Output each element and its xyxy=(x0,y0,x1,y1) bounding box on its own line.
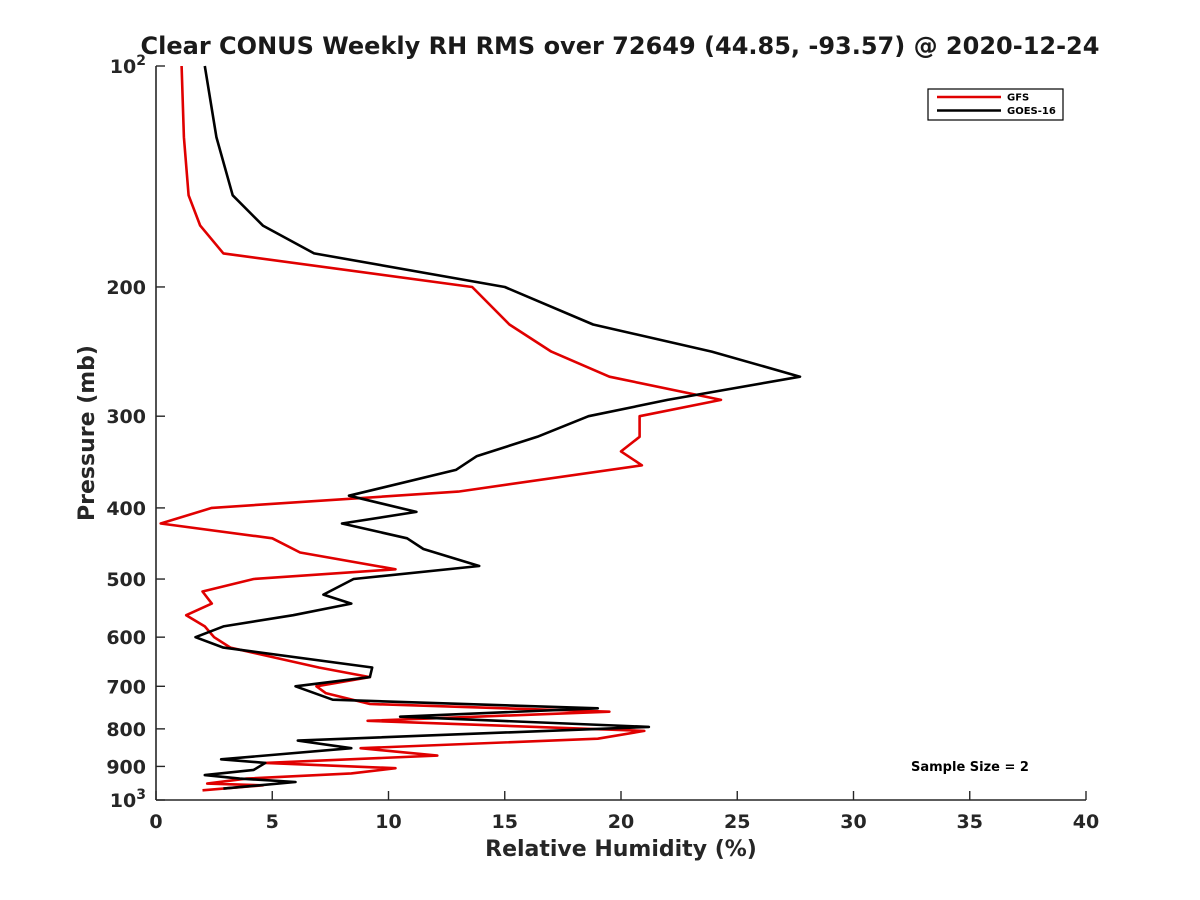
y-tick-label: 102 xyxy=(110,53,146,78)
y-tick-label: 900 xyxy=(106,756,146,778)
legend-box xyxy=(927,88,1064,121)
series-layer xyxy=(159,65,802,792)
y-axis-ticks: 102 200 300 400 500 600 700 800 900 103 xyxy=(106,53,165,812)
x-tick-label: 5 xyxy=(266,811,279,833)
y-tick-label: 200 xyxy=(106,277,146,299)
series-line-gfs xyxy=(159,65,723,792)
legend: GFS GOES-16 xyxy=(927,88,1064,121)
plot-area: 0 5 10 15 20 25 30 35 40 102 200 300 400 500 600 700 80… xyxy=(106,53,1099,833)
y-tick-label: 103 xyxy=(110,787,146,812)
y-axis-label: Pressure (mb) xyxy=(75,345,100,521)
legend-label-gfs: GFS xyxy=(1007,93,1029,104)
chart-title: Clear CONUS Weekly RH RMS over 72649 (44… xyxy=(141,32,1100,60)
y-tick-label: 600 xyxy=(106,627,146,649)
x-tick-label: 35 xyxy=(957,811,983,833)
y-tick-label: 700 xyxy=(106,676,146,698)
y-tick-label: 800 xyxy=(106,719,146,741)
x-tick-label: 15 xyxy=(492,811,518,833)
x-tick-label: 40 xyxy=(1073,811,1099,833)
x-tick-label: 20 xyxy=(608,811,634,833)
x-tick-label: 10 xyxy=(375,811,401,833)
sample-size-annotation: Sample Size = 2 xyxy=(911,760,1029,775)
series-line-goes-16 xyxy=(194,65,802,790)
x-axis-ticks: 0 5 10 15 20 25 30 35 40 xyxy=(149,791,1099,833)
y-tick-label: 300 xyxy=(106,406,146,428)
x-tick-label: 25 xyxy=(724,811,750,833)
x-tick-label: 30 xyxy=(840,811,866,833)
x-tick-label: 0 xyxy=(149,811,162,833)
legend-label-goes-16: GOES-16 xyxy=(1007,106,1056,117)
y-tick-label: 400 xyxy=(106,498,146,520)
y-tick-label: 500 xyxy=(106,569,146,591)
x-axis-label: Relative Humidity (%) xyxy=(485,837,757,862)
